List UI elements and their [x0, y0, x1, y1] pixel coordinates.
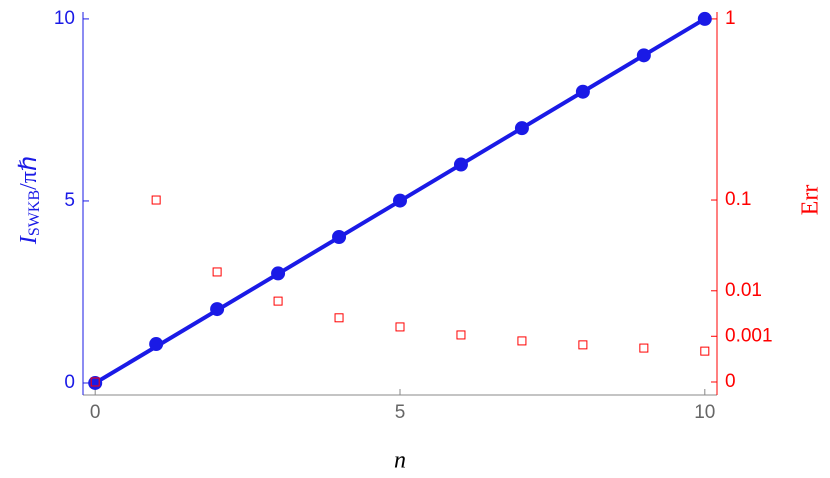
- error-point: [395, 322, 405, 332]
- error-point: [700, 346, 710, 356]
- data-point: [636, 48, 651, 63]
- data-point: [575, 84, 590, 99]
- data-point: [332, 229, 347, 244]
- y-tick-label: 5: [64, 190, 75, 211]
- y-label-main: I: [16, 235, 42, 245]
- error-point: [578, 340, 588, 350]
- y2-tick-label: 0: [725, 371, 736, 392]
- data-point: [453, 157, 468, 172]
- y2-tick-label: 0.001: [725, 325, 773, 346]
- x-tick-label: 5: [395, 402, 406, 423]
- y-axis-label: ISWKB/πℏ: [16, 156, 43, 245]
- error-point: [334, 313, 344, 323]
- y-label-sub: SWKB: [26, 190, 43, 236]
- data-point: [514, 121, 529, 136]
- error-point: [90, 377, 100, 387]
- error-point: [517, 336, 527, 346]
- error-point: [151, 195, 161, 205]
- x-axis-label: n: [394, 448, 406, 474]
- data-point: [149, 337, 164, 352]
- x-tick-label: 0: [90, 402, 101, 423]
- error-point: [273, 296, 283, 306]
- y2-tick-label: 0.01: [725, 280, 762, 301]
- y-label-rest: /πℏ: [16, 156, 42, 190]
- x-tick-label: 10: [694, 402, 715, 423]
- y-tick-label: 0: [64, 372, 75, 393]
- y2-tick-label: 0.1: [725, 189, 751, 210]
- data-point: [393, 193, 407, 208]
- data-point: [271, 266, 286, 281]
- error-point: [639, 343, 649, 353]
- y2-axis-label: Err: [798, 185, 824, 216]
- error-point: [212, 267, 222, 277]
- data-point: [210, 302, 225, 317]
- y2-tick-label: 1: [725, 8, 736, 29]
- error-point: [456, 330, 466, 340]
- y-tick-label: 10: [54, 8, 75, 29]
- data-point: [697, 11, 712, 26]
